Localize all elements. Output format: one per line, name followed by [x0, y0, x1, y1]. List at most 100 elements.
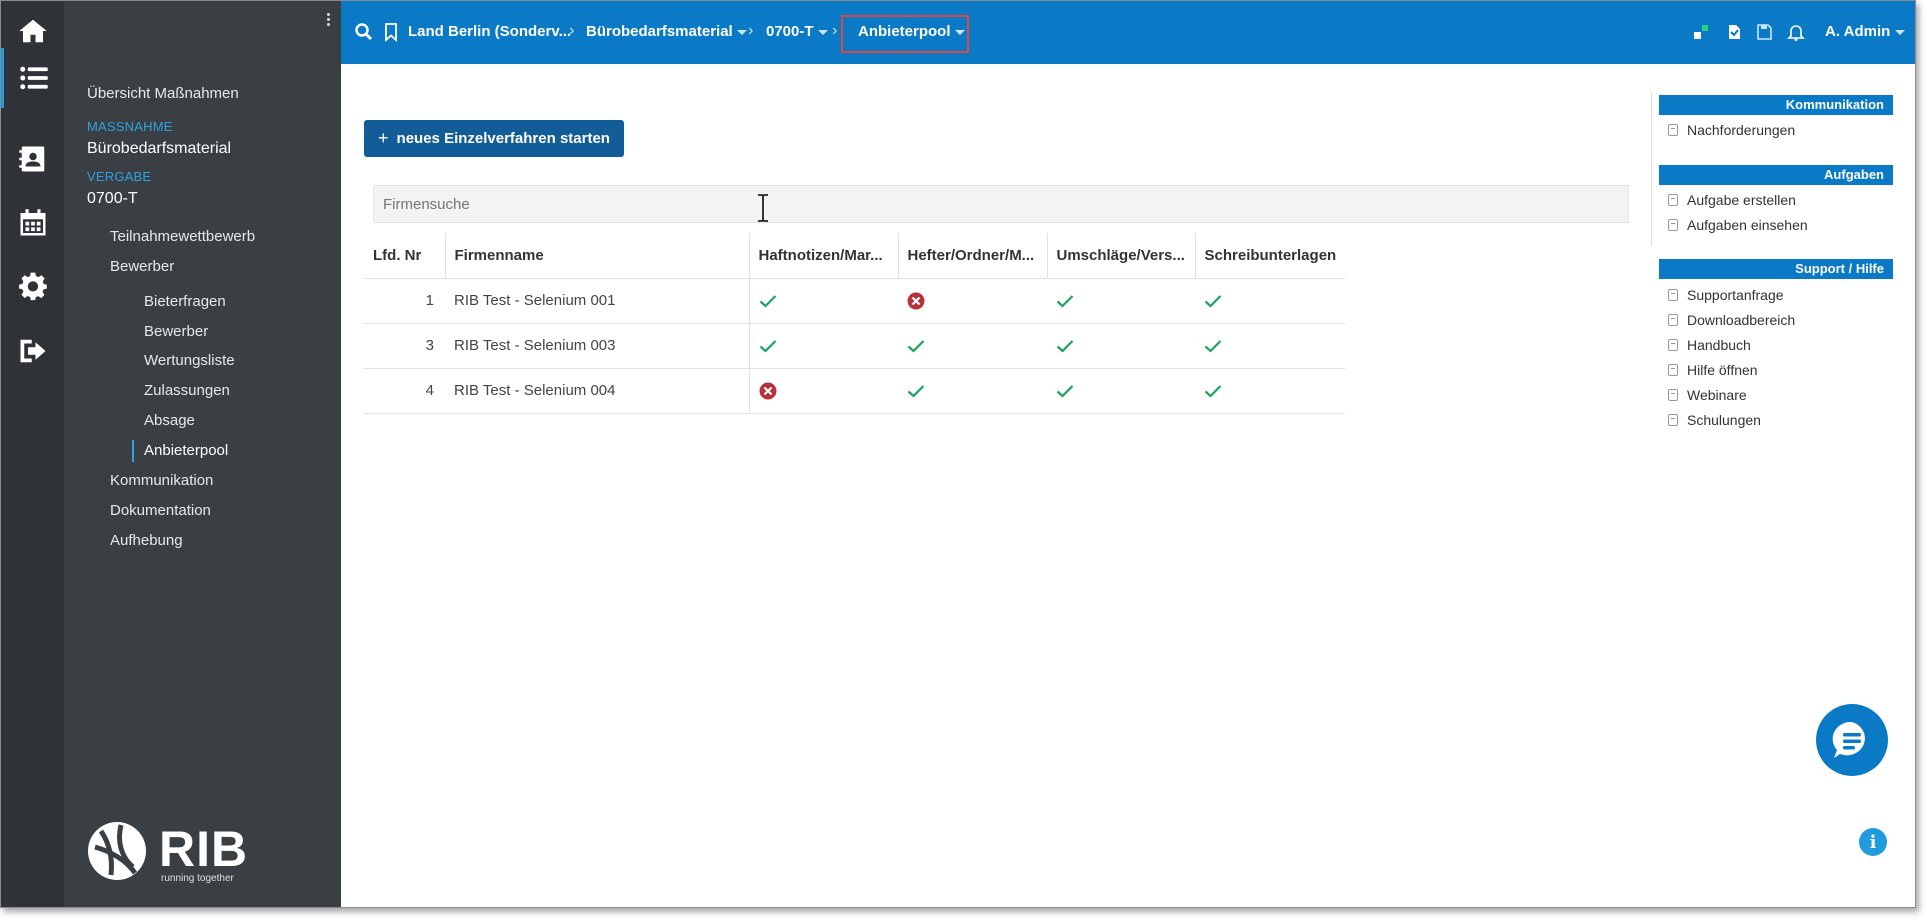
cell-nr: 3	[364, 323, 445, 369]
company-search-input[interactable]	[373, 185, 1629, 223]
massnahme-value: Bürobedarfsmaterial	[87, 140, 232, 157]
link-aufgaben-einsehen[interactable]: Aufgaben einsehen	[1668, 217, 1808, 233]
text-cursor-icon	[758, 194, 768, 222]
nav-overview-link[interactable]: Übersicht Maßnahmen	[87, 85, 239, 102]
list-icon	[20, 66, 48, 90]
doc-bullet-icon	[1668, 414, 1678, 426]
contacts-icon	[18, 146, 44, 172]
logout-icon	[20, 339, 45, 363]
cell-category-4	[1195, 278, 1346, 324]
vergabe-value: 0700-T	[87, 190, 138, 207]
settings-button[interactable]	[1, 257, 64, 317]
table-row[interactable]: 3 RIB Test - Selenium 003	[364, 323, 1346, 369]
check-icon	[1204, 340, 1222, 353]
search-button[interactable]	[354, 22, 374, 42]
nav-item-bewerber[interactable]: Bewerber	[110, 258, 175, 275]
breadcrumb-anbieterpool[interactable]: Anbieterpool	[858, 23, 965, 40]
link-downloadbereich[interactable]: Downloadbereich	[1668, 312, 1795, 328]
column-header-nr[interactable]: Lfd. Nr	[364, 233, 445, 279]
link-nachforderungen[interactable]: Nachforderungen	[1668, 122, 1795, 138]
doc-bullet-icon	[1668, 289, 1678, 301]
cell-category-2	[898, 323, 1047, 369]
check-icon	[759, 340, 776, 353]
caret-down-icon	[736, 29, 747, 35]
column-header-umschlaege[interactable]: Umschläge/Vers...	[1046, 233, 1195, 279]
chat-button[interactable]	[1816, 704, 1888, 776]
breadcrumb-label: Anbieterpool	[858, 23, 951, 40]
breadcrumb-land-berlin[interactable]: Land Berlin (Sonderv...	[408, 23, 571, 40]
link-supportanfrage[interactable]: Supportanfrage	[1668, 287, 1784, 303]
cell-category-4	[1195, 368, 1346, 414]
nav-item-kommunikation[interactable]: Kommunikation	[110, 472, 214, 489]
bookmark-button[interactable]	[381, 22, 401, 43]
highlight-box	[841, 15, 969, 53]
table-row[interactable]: 1 RIB Test - Selenium 001	[364, 278, 1346, 324]
caret-down-icon	[817, 29, 828, 35]
doc-bullet-icon	[1668, 389, 1678, 401]
cell-firmenname: RIB Test - Selenium 004	[445, 368, 749, 414]
breadcrumb-vergabe[interactable]: 0700-T	[766, 23, 828, 40]
bookmark-icon	[385, 23, 397, 43]
save-button[interactable]	[1755, 23, 1773, 46]
massnahme-label: Maßnahme	[87, 119, 173, 134]
link-label: Aufgabe erstellen	[1687, 192, 1796, 208]
cross-icon	[759, 382, 776, 400]
home-icon	[18, 19, 47, 43]
table-header-row: Lfd. Nr Firmenname Haftnotizen/Mar... He…	[364, 233, 1346, 279]
rib-logo-mark-icon	[88, 822, 146, 880]
caret-down-icon	[954, 29, 965, 35]
section-header-support-hilfe: Support / Hilfe	[1659, 259, 1893, 279]
column-header-haftnotizen[interactable]: Haftnotizen/Mar...	[748, 233, 898, 279]
user-menu[interactable]: A. Admin	[1825, 23, 1906, 40]
link-aufgabe-erstellen[interactable]: Aufgabe erstellen	[1668, 192, 1796, 208]
new-procedure-button[interactable]: + neues Einzelverfahren starten	[364, 120, 624, 157]
measures-list-button[interactable]	[1, 48, 64, 108]
nav-item-aufhebung[interactable]: Aufhebung	[110, 532, 183, 549]
nav-subitem-zulassungen[interactable]: Zulassungen	[144, 382, 230, 399]
calendar-button[interactable]	[1, 193, 64, 253]
column-header-firmenname[interactable]: Firmenname	[444, 233, 749, 279]
nav-item-dokumentation[interactable]: Dokumentation	[110, 502, 211, 519]
link-label: Downloadbereich	[1687, 312, 1796, 328]
nav-subitem-wertungsliste[interactable]: Wertungsliste	[144, 352, 235, 369]
cell-firmenname: RIB Test - Selenium 001	[445, 278, 749, 324]
link-handbuch[interactable]: Handbuch	[1668, 337, 1751, 353]
link-label: Webinare	[1687, 387, 1747, 403]
nav-subitem-absage[interactable]: Absage	[144, 412, 195, 429]
breadcrumb-buerobedarfsmaterial[interactable]: Bürobedarfsmaterial	[586, 23, 747, 40]
notifications-button[interactable]	[1787, 23, 1805, 46]
link-label: Schulungen	[1687, 412, 1761, 428]
link-webinare[interactable]: Webinare	[1668, 387, 1747, 403]
logo-tagline: running together	[161, 873, 234, 884]
navigation-panel: Übersicht Maßnahmen Maßnahme Bürobedarfs…	[64, 1, 341, 907]
home-button[interactable]	[1, 1, 64, 61]
nav-item-teilnahmewettbewerb[interactable]: Teilnahmewettbewerb	[110, 228, 256, 245]
check-icon	[1204, 295, 1222, 308]
nav-subitem-anbieterpool[interactable]: Anbieterpool	[132, 440, 228, 462]
breadcrumb-chevron-icon: ›	[569, 22, 575, 39]
cell-nr: 1	[364, 278, 445, 324]
status-indicator-button[interactable]	[1692, 23, 1710, 46]
cell-category-2	[898, 368, 1047, 414]
link-label: Aufgaben einsehen	[1687, 217, 1808, 233]
nav-subitem-bieterfragen[interactable]: Bieterfragen	[144, 293, 226, 310]
column-header-hefter[interactable]: Hefter/Ordner/M...	[897, 233, 1047, 279]
cell-category-2	[898, 278, 1047, 324]
nav-subitem-bewerber[interactable]: Bewerber	[144, 323, 209, 340]
logout-button[interactable]	[1, 321, 64, 381]
link-schulungen[interactable]: Schulungen	[1668, 412, 1761, 428]
info-icon[interactable]: i	[1859, 828, 1887, 856]
document-button[interactable]	[1725, 23, 1743, 46]
link-hilfe-oeffnen[interactable]: Hilfe öffnen	[1668, 362, 1758, 378]
check-icon	[1204, 385, 1222, 398]
section-header-aufgaben: Aufgaben	[1659, 165, 1893, 185]
breadcrumb-chevron-icon: ›	[832, 22, 838, 39]
plus-icon: +	[378, 128, 389, 148]
doc-bullet-icon	[1668, 364, 1678, 376]
column-header-schreibunterlagen[interactable]: Schreibunterlagen	[1194, 233, 1346, 279]
contacts-button[interactable]	[1, 129, 64, 189]
status-indicator-icon	[1694, 25, 1708, 39]
doc-bullet-icon	[1668, 314, 1678, 326]
kebab-menu-icon[interactable]	[326, 13, 332, 29]
table-row[interactable]: 4 RIB Test - Selenium 004	[364, 368, 1346, 414]
